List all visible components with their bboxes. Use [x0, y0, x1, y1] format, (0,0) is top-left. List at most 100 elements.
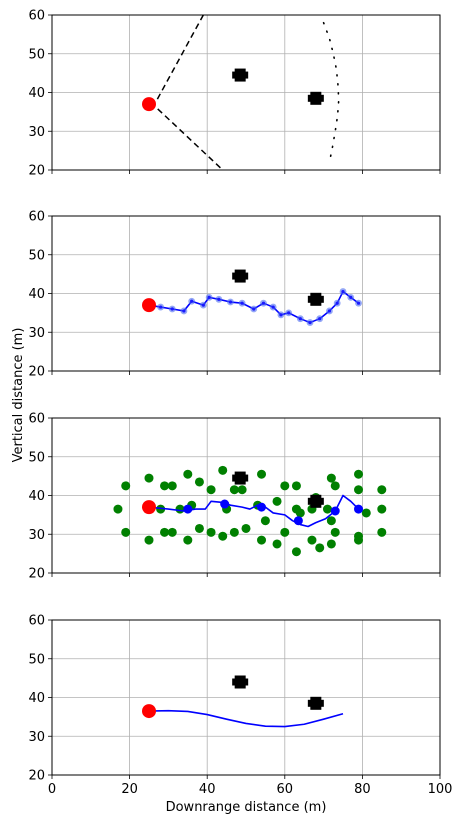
obstacle-wing — [307, 699, 324, 707]
path-marker-core — [279, 313, 283, 317]
sample-point — [291, 547, 301, 557]
sample-point — [354, 535, 364, 545]
dotted-curve — [322, 21, 340, 164]
sample-point — [280, 481, 290, 491]
sample-point — [280, 527, 290, 537]
sample-point — [272, 496, 282, 506]
sample-point — [326, 539, 336, 549]
sample-point — [326, 473, 336, 483]
sample-point — [330, 527, 340, 537]
obstacle-wing — [307, 295, 324, 303]
y-tick-label: 40 — [28, 489, 45, 504]
x-tick-label: 100 — [428, 782, 453, 797]
waypoint — [330, 506, 340, 516]
sample-point — [160, 481, 170, 491]
waypoint — [220, 499, 230, 509]
sample-point — [229, 527, 239, 537]
sample-point — [144, 535, 154, 545]
y-tick-label: 60 — [28, 614, 45, 629]
path-marker-core — [170, 307, 174, 311]
path-marker-core — [159, 305, 163, 309]
y-tick-label: 60 — [28, 412, 45, 427]
obstacle-wing — [232, 272, 249, 280]
sample-point — [354, 485, 364, 495]
obstacle-wing — [232, 678, 249, 686]
x-tick-label: 40 — [199, 782, 216, 797]
waypoint — [293, 516, 303, 526]
sample-point — [260, 516, 270, 526]
path-marker-core — [217, 297, 221, 301]
y-tick-label: 30 — [28, 326, 45, 341]
path-marker-core — [240, 301, 244, 305]
x-axis-label: Downrange distance (m) — [166, 800, 327, 815]
x-tick-label: 60 — [277, 782, 294, 797]
path-marker-core — [298, 317, 302, 321]
start-point — [142, 97, 156, 112]
sample-point — [330, 481, 340, 491]
y-tick-label: 20 — [28, 164, 45, 179]
path-marker-core — [252, 307, 256, 311]
sample-point — [113, 504, 123, 514]
path-marker-core — [356, 301, 361, 305]
obstacle-wing — [232, 474, 249, 482]
y-tick-label: 60 — [28, 9, 45, 24]
y-tick-label: 40 — [28, 691, 45, 706]
y-tick-label: 30 — [28, 125, 45, 140]
y-tick-label: 50 — [28, 652, 45, 667]
start-point — [142, 704, 156, 719]
start-point — [142, 298, 156, 313]
y-tick-label: 30 — [28, 730, 45, 745]
path-marker-core — [318, 317, 322, 321]
sample-point — [241, 523, 251, 533]
y-tick-label: 40 — [28, 287, 45, 302]
y-tick-label: 40 — [28, 86, 45, 101]
start-point — [142, 500, 156, 515]
y-tick-label: 60 — [28, 210, 45, 225]
axes-frame — [51, 417, 441, 574]
sample-point — [144, 473, 154, 483]
sample-point — [175, 504, 185, 514]
waypoint — [354, 504, 364, 514]
path-marker-core — [327, 309, 332, 313]
sample-point — [237, 485, 247, 495]
path-marker-core — [349, 295, 353, 299]
sample-point — [194, 477, 204, 487]
waypoint — [257, 502, 267, 512]
path-line — [148, 709, 344, 728]
panel-2: 20 30 40 50 60 — [28, 210, 441, 380]
x-tick-label: 80 — [354, 782, 371, 797]
x-tick-label: 20 — [121, 782, 138, 797]
sample-point — [206, 485, 216, 495]
obstacle-wing — [307, 94, 324, 102]
sample-point — [377, 504, 387, 514]
y-tick-label: 50 — [28, 248, 45, 263]
sample-point — [229, 485, 239, 495]
sample-point — [206, 527, 216, 537]
sample-point — [272, 539, 282, 549]
sample-point — [291, 481, 301, 491]
obstacle-wing — [232, 71, 249, 79]
y-tick-label: 50 — [28, 450, 45, 465]
sample-point — [218, 531, 228, 541]
sample-point — [315, 543, 325, 553]
path-marker-core — [271, 305, 275, 309]
sample-point — [377, 485, 387, 495]
sample-point — [326, 516, 336, 526]
path-marker-core — [201, 303, 205, 307]
sample-point — [307, 535, 317, 545]
path-marker-core — [341, 289, 345, 294]
sample-point — [361, 508, 371, 518]
sample-point — [257, 469, 267, 479]
sample-point — [194, 523, 204, 533]
path-marker-core — [261, 301, 266, 305]
y-tick-label: 20 — [28, 769, 45, 784]
panel-1: 20 30 40 50 60 — [28, 9, 441, 179]
waypoint — [183, 504, 193, 514]
sample-point — [167, 481, 177, 491]
sample-point — [183, 535, 193, 545]
y-tick-label: 20 — [28, 365, 45, 380]
sample-point — [167, 527, 177, 537]
panel-3: 20 30 40 50 60 — [28, 412, 441, 582]
